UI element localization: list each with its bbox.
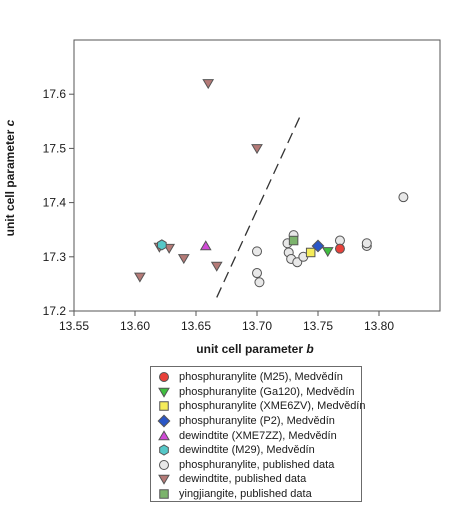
legend-marker <box>158 429 170 440</box>
y-tick-label: 17.5 <box>43 141 67 155</box>
legend-marker <box>159 401 169 412</box>
data-point <box>252 268 262 279</box>
legend-item: phosphuranylite (XME6ZV), Medvědín <box>157 399 365 414</box>
x-axis-title: unit cell parameter b <box>196 342 313 356</box>
legend-label: phosphuranylite (Ga120), Medvědín <box>179 385 355 398</box>
y-tick-label: 17.3 <box>43 250 67 264</box>
legend-marker-shape <box>159 459 169 470</box>
data-point <box>251 144 263 155</box>
legend-marker-shape <box>159 489 169 499</box>
legend-label: dewindtite, published data <box>179 473 307 486</box>
legend-marker-shape <box>158 429 170 440</box>
legend-label: phosphuranylite (XME6ZV), Medvědín <box>179 400 366 413</box>
data-point <box>177 254 190 265</box>
legend-marker <box>159 459 169 470</box>
data-point <box>305 247 316 258</box>
data-point <box>254 277 265 288</box>
legend-label: phosphuranylite (M25), Medvědín <box>179 371 343 384</box>
data-point <box>321 247 334 258</box>
data-point <box>288 235 299 246</box>
legend-marker-shape <box>158 387 170 398</box>
legend-marker-shape <box>159 372 169 383</box>
data-point <box>334 243 345 254</box>
legend-label: yingjiangite, published data <box>179 488 312 501</box>
data-point <box>210 261 223 272</box>
legend-item: phosphuranylite (Ga120), Medvědín <box>157 385 361 400</box>
legend-marker <box>159 489 169 499</box>
legend-item: dewindtite, published data <box>157 472 361 487</box>
legend-marker-shape <box>157 414 171 428</box>
axis-ticks: 13.55 13.60 13.65 13.70 13.75 13.80 17.2 17.3 17… <box>43 87 395 333</box>
legend-marker <box>159 444 169 456</box>
legend-item: dewindtite (XME7ZZ), Medvědín <box>157 428 361 443</box>
data-point <box>361 238 372 249</box>
data-point <box>157 239 167 251</box>
legend-marker-shape <box>159 444 169 456</box>
legend-item: phosphuranylite (M25), Medvědín <box>157 370 361 385</box>
legend-label: phosphuranylite, published data <box>179 458 335 471</box>
legend-label: dewindtite (M29), Medvědín <box>179 444 315 457</box>
legend-marker <box>157 414 171 428</box>
legend-item: phosphuranylite, published data <box>157 458 361 473</box>
legend-marker <box>158 387 170 398</box>
x-tick-label: 13.60 <box>120 319 150 333</box>
legend-label: phosphuranylite (P2), Medvědín <box>179 415 335 428</box>
y-axis-title: unit cell parameter c <box>3 119 17 236</box>
data-point <box>398 192 409 203</box>
y-tick-label: 17.4 <box>43 196 67 210</box>
legend-marker <box>159 372 169 383</box>
legend-item: yingjiangite, published data <box>157 487 361 502</box>
legend: phosphuranylite (M25), Medvědín phosphura… <box>150 366 365 502</box>
legend-marker-shape <box>159 401 169 412</box>
data-point <box>134 272 146 283</box>
legend-marker-shape <box>158 475 170 486</box>
x-tick-label: 13.80 <box>364 319 394 333</box>
data-points <box>134 79 409 288</box>
data-point <box>199 240 212 251</box>
legend-item: dewindtite (M29), Medvědín <box>157 443 361 458</box>
data-point <box>311 239 325 253</box>
y-tick-label: 17.6 <box>43 87 67 101</box>
y-tick-label: 17.2 <box>43 304 67 318</box>
x-tick-label: 13.55 <box>59 319 89 333</box>
x-tick-label: 13.75 <box>303 319 333 333</box>
data-point <box>202 79 215 90</box>
legend-item: phosphuranylite (P2), Medvědín <box>157 414 361 429</box>
x-tick-label: 13.70 <box>242 319 272 333</box>
legend-marker <box>158 475 170 486</box>
x-tick-label: 13.65 <box>181 319 211 333</box>
data-point <box>252 246 262 257</box>
legend-label: dewindtite (XME7ZZ), Medvědín <box>179 429 337 442</box>
